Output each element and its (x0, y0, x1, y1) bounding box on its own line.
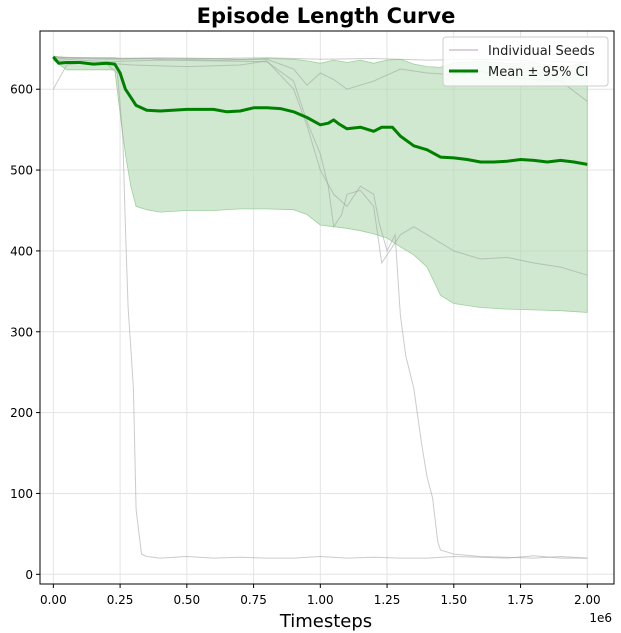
x-tick-label: 1.75 (507, 593, 534, 607)
seed-line (52, 62, 588, 559)
chart-title: Episode Length Curve (197, 4, 456, 28)
legend-mean-label: Mean ± 95% CI (488, 65, 589, 80)
x-axis-label: Timesteps (279, 611, 372, 632)
y-tick-label: 500 (10, 164, 33, 178)
x-tick-label: 2.00 (574, 593, 601, 607)
y-tick-label: 200 (10, 406, 33, 420)
x-tick-label: 1.50 (440, 593, 467, 607)
x-tick-label: 0.00 (40, 593, 67, 607)
legend: Individual Seeds Mean ± 95% CI (442, 36, 609, 87)
legend-seeds-label: Individual Seeds (488, 44, 595, 59)
x-tick-label: 0.75 (240, 593, 267, 607)
seed-line (53, 59, 588, 559)
y-tick-label: 400 (10, 244, 33, 258)
y-tick-label: 600 (10, 83, 33, 97)
mean-line (52, 55, 588, 166)
x-tick-label: 0.25 (107, 593, 134, 607)
legend-box (442, 36, 609, 87)
x-ticks: 0.00 0.25 0.50 0.75 1.00 1.25 1.50 1.75 2.00 (40, 584, 601, 607)
y-tick-label: 0 (25, 568, 33, 582)
x-tick-label: 1.25 (374, 593, 401, 607)
x-tick-label: 1.00 (307, 593, 334, 607)
mean-line-group (52, 55, 588, 166)
y-ticks: 0 100 200 300 400 500 600 (10, 83, 40, 582)
x-tick-label: 0.50 (173, 593, 200, 607)
plot-frame (39, 30, 615, 585)
x-axis-offset-text: 1e6 (589, 611, 612, 625)
y-tick-label: 300 (10, 325, 33, 339)
seed-line (53, 58, 588, 276)
y-tick-label: 100 (10, 487, 33, 501)
